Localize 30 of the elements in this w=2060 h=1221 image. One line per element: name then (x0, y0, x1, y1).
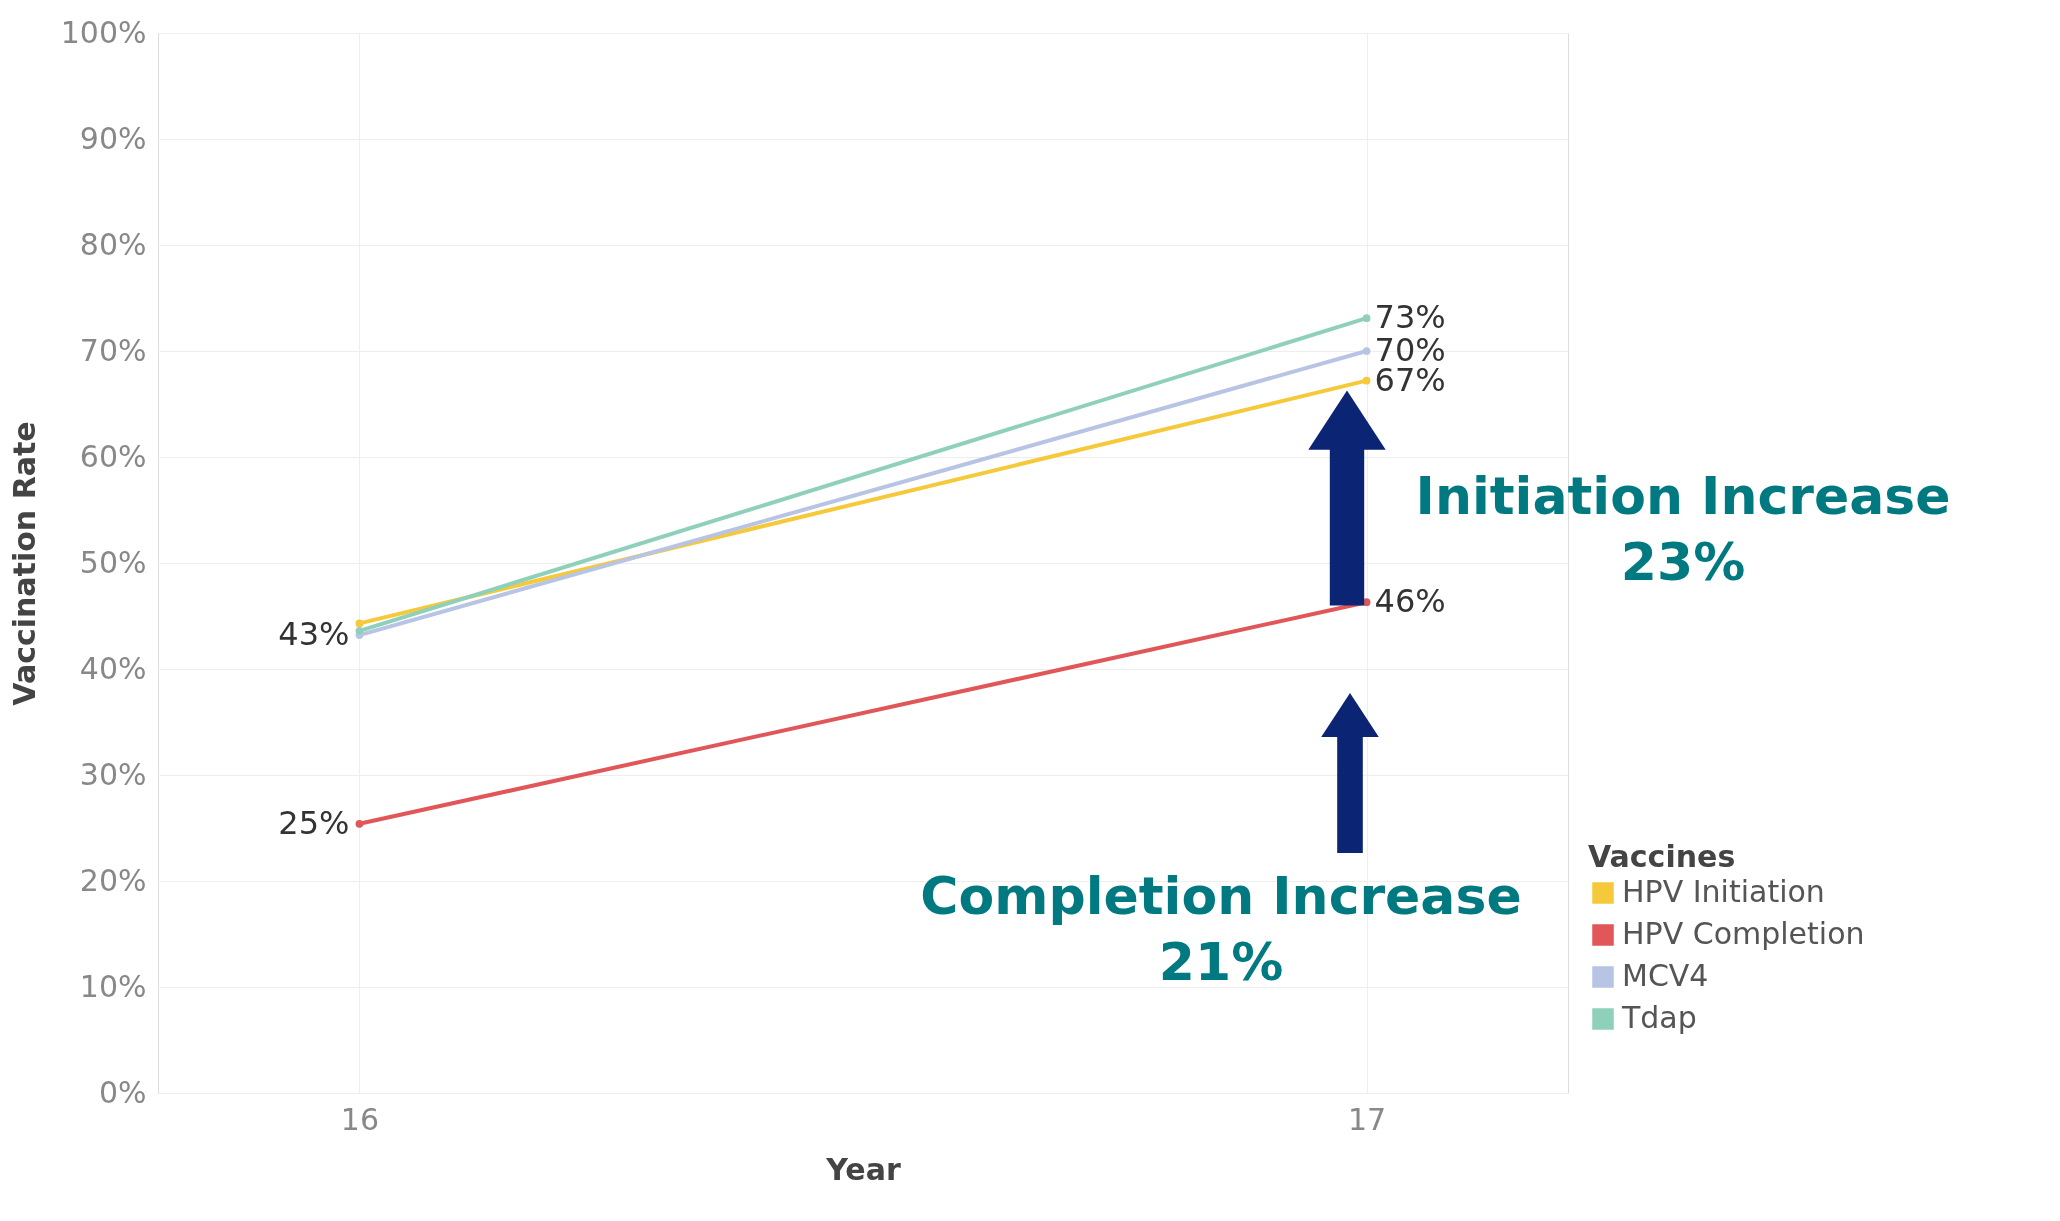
data-label: 25% (278, 803, 350, 842)
annotation: Completion Increase 21% (920, 866, 1522, 992)
legend-label: HPV Initiation (1622, 874, 1825, 909)
legend-label: MCV4 (1622, 958, 1709, 993)
legend-label: Tdap (1621, 1000, 1697, 1035)
point (355, 626, 364, 635)
y-tick-label: 20% (79, 862, 147, 898)
y-tick-label: 80% (79, 226, 147, 262)
point (1362, 376, 1371, 385)
y-tick-label: 30% (79, 756, 147, 792)
y-tick-label: 0% (98, 1074, 147, 1110)
point (1362, 598, 1371, 607)
x-tick-label: 16 (340, 1101, 380, 1137)
y-tick-label: 40% (79, 650, 147, 686)
point (1362, 314, 1371, 323)
y-tick-label: 70% (79, 332, 147, 368)
point (355, 819, 364, 828)
point (355, 619, 364, 628)
legend-label: HPV Completion (1622, 916, 1865, 951)
y-tick-label: 50% (79, 544, 147, 580)
data-label: 43% (278, 615, 350, 654)
legend-title: Vaccines (1588, 839, 1736, 874)
y-axis-title: Vaccination Rate (6, 421, 42, 706)
point (1362, 347, 1371, 355)
x-tick-label: 17 (1347, 1101, 1387, 1137)
y-tick-label: 90% (79, 120, 147, 156)
y-tick-label: 10% (79, 968, 147, 1004)
y-tick-label: 100% (60, 14, 147, 50)
y-tick-label: 60% (79, 438, 147, 474)
x-axis-title: Year (825, 1151, 901, 1187)
